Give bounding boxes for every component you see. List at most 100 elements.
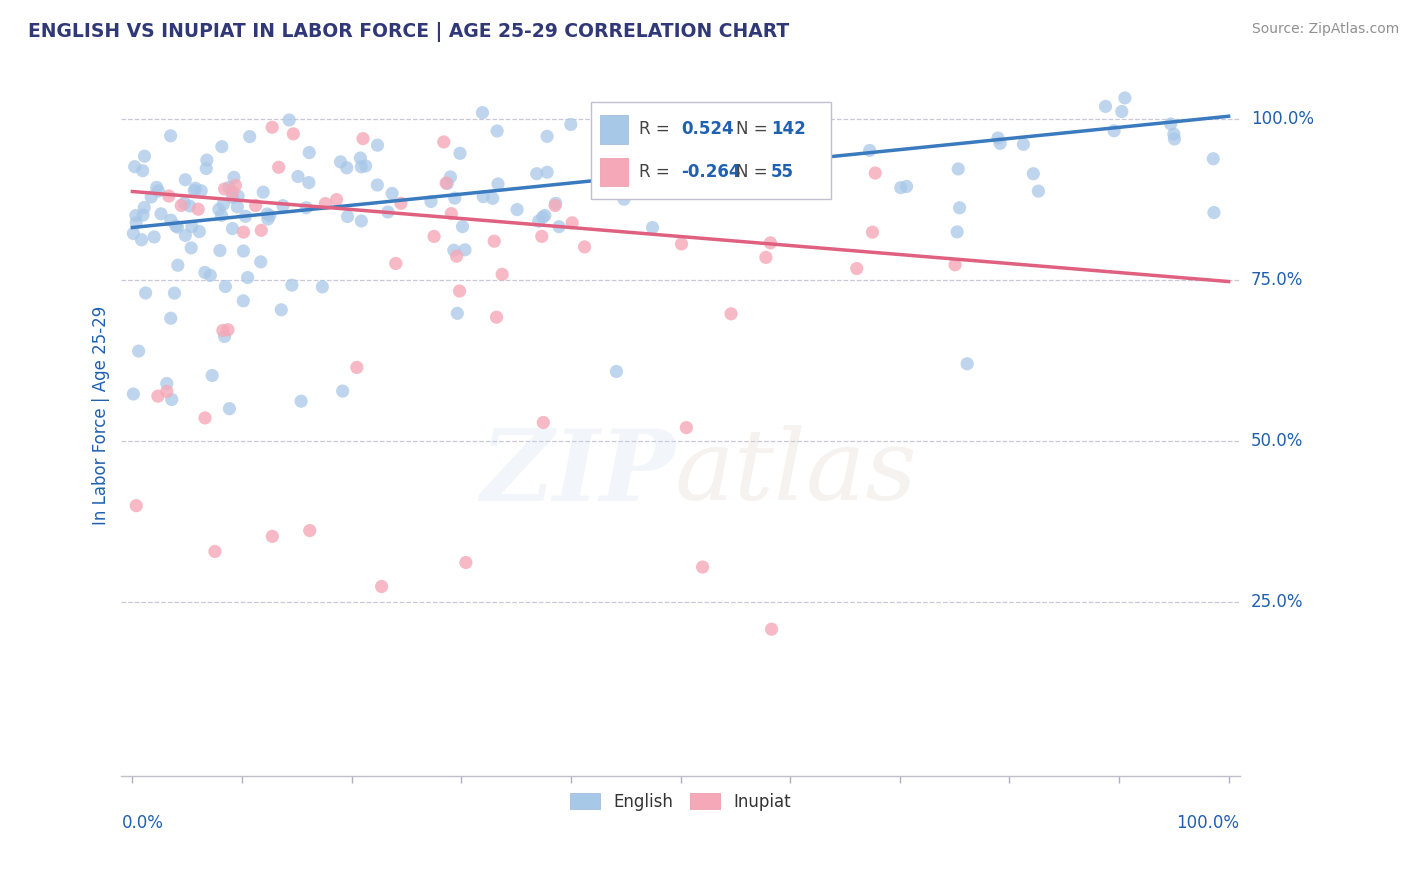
Point [1012, 137, 1035, 152]
Point [295, 201, 318, 215]
Text: Source: ZipAtlas.com: Source: ZipAtlas.com [1251, 22, 1399, 37]
Point [262, 120, 284, 135]
Point [159, 128, 181, 143]
Point [184, 181, 207, 195]
Point [311, 280, 333, 294]
Point [298, 176, 321, 190]
Point [706, 178, 728, 193]
Point [245, 198, 267, 212]
Point [252, 185, 274, 199]
Point [166, 258, 188, 272]
Point [1160, 117, 1182, 131]
Point [221, 186, 243, 200]
Point [948, 161, 970, 176]
Point [329, 154, 352, 169]
Point [159, 311, 181, 326]
Point [222, 170, 245, 185]
Point [232, 293, 254, 308]
Point [256, 207, 278, 221]
Point [235, 209, 257, 223]
Point [956, 357, 979, 371]
Point [208, 244, 231, 258]
Point [536, 129, 558, 144]
Point [544, 196, 567, 211]
Point [948, 201, 970, 215]
Y-axis label: In Labor Force | Age 25-29: In Labor Force | Age 25-29 [93, 306, 110, 525]
Point [946, 225, 969, 239]
Point [314, 196, 336, 211]
Point [814, 182, 837, 196]
Point [613, 192, 636, 206]
Point [530, 229, 553, 244]
Point [283, 127, 305, 141]
Point [281, 278, 304, 293]
Point [214, 279, 236, 293]
Point [157, 189, 180, 203]
Point [201, 368, 224, 383]
Point [755, 251, 778, 265]
Point [236, 270, 259, 285]
Point [434, 176, 457, 190]
Point [134, 149, 156, 163]
Point [446, 249, 468, 263]
Point [141, 190, 163, 204]
Point [352, 131, 374, 145]
Point [491, 268, 513, 282]
Point [859, 144, 882, 158]
Point [325, 193, 347, 207]
Legend: English, Inupiat: English, Inupiat [564, 786, 797, 818]
Point [699, 174, 721, 188]
Point [174, 228, 197, 243]
Point [224, 178, 246, 193]
Point [349, 151, 371, 165]
Point [485, 310, 508, 325]
Text: 75.0%: 75.0% [1251, 271, 1303, 289]
Text: 50.0%: 50.0% [1251, 432, 1303, 450]
Point [890, 180, 912, 194]
Text: 100.0%: 100.0% [1251, 111, 1313, 128]
Text: R =: R = [640, 120, 675, 138]
Point [574, 240, 596, 254]
Point [170, 198, 193, 212]
Point [179, 199, 201, 213]
Point [336, 210, 359, 224]
Point [262, 529, 284, 543]
Point [208, 202, 231, 217]
Point [249, 255, 271, 269]
Point [131, 163, 153, 178]
Point [125, 499, 148, 513]
Point [211, 139, 233, 153]
Point [218, 180, 240, 194]
Point [1202, 205, 1225, 219]
Point [443, 191, 465, 205]
Point [218, 401, 240, 416]
Point [675, 120, 697, 135]
Point [641, 220, 664, 235]
Point [174, 173, 197, 187]
Bar [600, 158, 628, 186]
Point [145, 180, 167, 194]
Point [346, 360, 368, 375]
Point [481, 191, 503, 205]
Point [332, 384, 354, 398]
Point [377, 205, 399, 219]
Point [720, 307, 742, 321]
Point [259, 209, 281, 223]
Text: 55: 55 [770, 163, 794, 181]
Point [439, 169, 461, 184]
Point [146, 389, 169, 403]
Point [132, 208, 155, 222]
Point [183, 184, 205, 198]
Point [257, 212, 280, 227]
Point [471, 105, 494, 120]
Point [987, 131, 1010, 145]
Point [350, 214, 373, 228]
Text: 0.524: 0.524 [682, 120, 734, 138]
Point [527, 214, 550, 228]
Point [131, 233, 153, 247]
Point [440, 206, 463, 220]
Point [278, 113, 301, 128]
Point [761, 622, 783, 636]
Point [221, 221, 243, 235]
Point [226, 200, 249, 214]
